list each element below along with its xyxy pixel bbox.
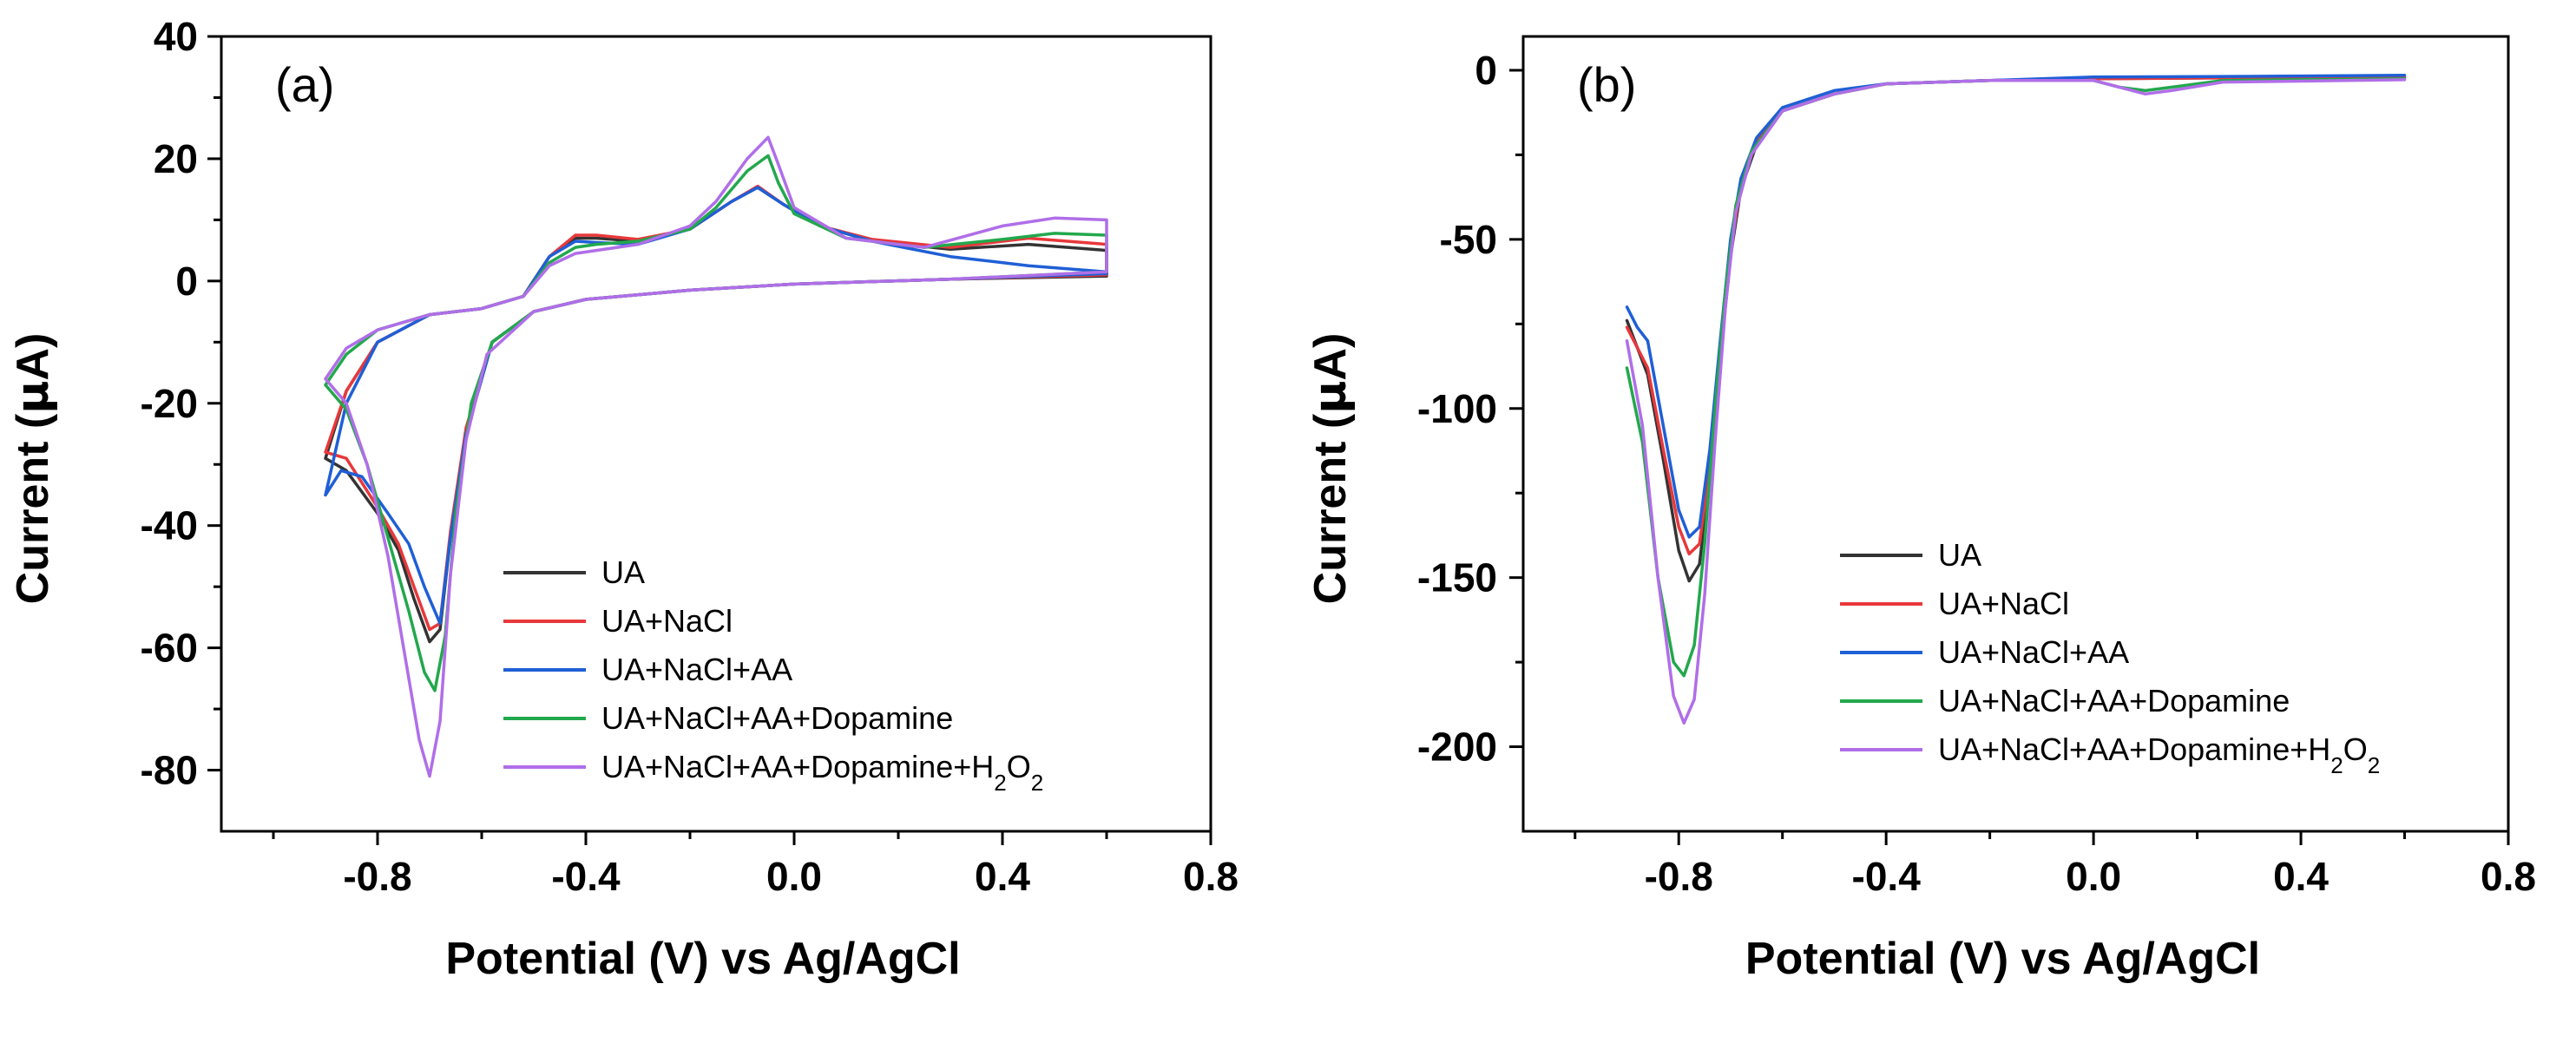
legend-label: UA+NaCl	[1938, 586, 2069, 621]
y-tick-label: -40	[141, 503, 198, 548]
y-tick-label: -150	[1417, 555, 1497, 600]
legend-label: UA+NaCl+AA	[601, 652, 792, 687]
series-line-2	[1625, 75, 2407, 556]
x-axis-label: Potential (V) vs Ag/AgCl	[445, 934, 960, 984]
series-line-5	[1625, 78, 2407, 725]
panel-label: (b)	[1577, 57, 1636, 112]
y-tick-label: -20	[141, 381, 198, 426]
legend-label: UA+NaCl+AA+Dopamine+H2O2	[1938, 731, 2380, 778]
series-line-4	[1625, 76, 2407, 678]
y-axis-label: Current (μA)	[1304, 333, 1357, 605]
legend-label: UA	[1938, 537, 1981, 573]
x-tick-label: -0.8	[1645, 854, 1713, 899]
panel-b: -0.8 -0.4 0.0 0.4 0.8 -200 -150 -100 -50 0 Potenti…	[1304, 35, 2536, 984]
x-tick-label: 0.4	[975, 854, 1030, 899]
y-tick-label: -100	[1417, 386, 1497, 431]
y-axis-label: Current (μA)	[7, 333, 59, 605]
series-group	[324, 135, 1108, 778]
legend-label: UA	[601, 554, 645, 590]
series-line-1	[1625, 75, 2407, 583]
plot-frame	[1521, 35, 2510, 833]
y-tick-label: 20	[154, 136, 198, 181]
y-tick-label: -60	[141, 626, 198, 671]
y-tick-label: -200	[1417, 725, 1497, 770]
x-tick-label: 0.0	[766, 854, 822, 899]
plot-frame	[220, 35, 1212, 833]
legend-label: UA+NaCl+AA+Dopamine	[1938, 683, 2290, 718]
series-line-3	[324, 186, 1108, 626]
series-line-2	[324, 184, 1108, 632]
legend-label: UA+NaCl+AA	[1938, 634, 2129, 670]
y-tick-label: 0	[175, 259, 198, 304]
legend-label: UA+NaCl+AA+Dopamine+H2O2	[601, 749, 1043, 796]
x-axis-label: Potential (V) vs Ag/AgCl	[1745, 934, 2260, 984]
x-tick-label: 0.8	[1183, 854, 1239, 899]
y-tick-label: 0	[1475, 48, 1497, 93]
x-tick-label: 0.4	[2273, 854, 2329, 899]
x-tick-label: -0.4	[1852, 854, 1922, 899]
y-tick-label: -50	[1440, 217, 1497, 262]
x-tick-label: 0.0	[2066, 854, 2121, 899]
panel-a: -0.8 -0.4 0.0 0.4 0.8 -80 -60 -40 -20 0 20 40 Potent…	[7, 14, 1239, 984]
x-tick-label: -0.8	[343, 854, 411, 899]
series-group	[1625, 74, 2407, 725]
legend: UA UA+NaCl UA+NaCl+AA UA+NaCl+AA+Dopamine UA…	[503, 554, 1043, 796]
x-tick-label: 0.8	[2481, 854, 2536, 899]
legend-label: UA+NaCl	[601, 603, 733, 639]
x-tick-label: -0.4	[551, 854, 621, 899]
y-tick-label: -80	[141, 748, 198, 793]
series-line-4	[324, 154, 1108, 692]
y-tick-label: 40	[154, 14, 198, 59]
series-line-5	[324, 135, 1108, 778]
series-line-1	[324, 186, 1108, 644]
legend-label: UA+NaCl+AA+Dopamine	[601, 700, 953, 736]
panel-label: (a)	[275, 57, 334, 112]
legend: UA UA+NaCl UA+NaCl+AA UA+NaCl+AA+Dopamine UA…	[1840, 537, 2380, 778]
series-line-3	[1625, 74, 2407, 539]
